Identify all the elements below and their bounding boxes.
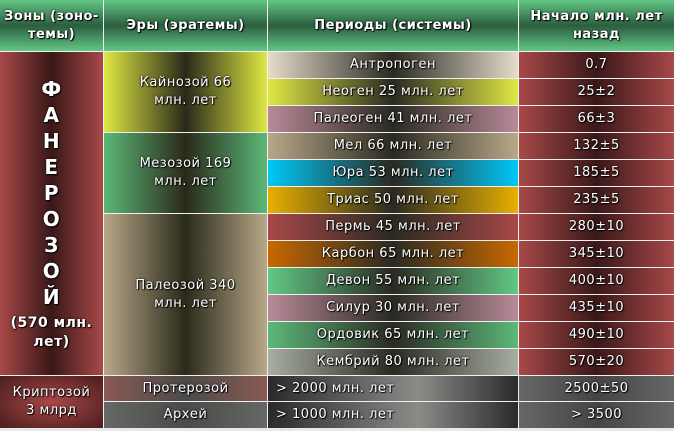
period-start-value: 235±5	[519, 187, 674, 213]
period-cell: Мел 66 млн. лет	[268, 133, 518, 159]
period-cell: Пермь 45 млн. лет	[268, 214, 518, 240]
zone-letter: Е	[44, 154, 59, 179]
era-cell: Палеозой 340 млн. лет	[104, 214, 267, 375]
header-periods: Периоды (системы)	[268, 0, 518, 51]
zone-letter: О	[42, 258, 61, 283]
period-cell: Триас 50 млн. лет	[268, 187, 518, 213]
period-start-value: 185±5	[519, 160, 674, 186]
period-start-value: 2500±50	[519, 376, 674, 401]
period-start-value: 66±3	[519, 106, 674, 132]
period-cell: Антропоген	[268, 52, 518, 78]
period-cell: Юра 53 млн. лет	[268, 160, 518, 186]
period-start-value: > 3500	[519, 402, 674, 428]
zone-letter: З	[44, 232, 59, 257]
zone-letter: Ф	[41, 76, 62, 101]
zone-cryptozoic: Криптозой 3 млрд	[0, 376, 103, 428]
header-start: Начало млн. лет назад	[519, 0, 674, 51]
era-cell: Кайнозой 66 млн. лет	[104, 52, 267, 132]
era-cell: Архей	[104, 402, 267, 428]
header-eras: Эры (эратемы)	[104, 0, 267, 51]
period-cell: > 1000 млн. лет	[268, 402, 518, 428]
period-start-value: 345±10	[519, 241, 674, 267]
period-start-value: 25±2	[519, 79, 674, 105]
period-cell: Неоген 25 млн. лет	[268, 79, 518, 105]
period-cell: Кембрий 80 млн. лет	[268, 349, 518, 375]
period-cell: Палеоген 41 млн. лет	[268, 106, 518, 132]
period-start-value: 0.7	[519, 52, 674, 78]
zone-phanerozoic: Ф А Н Е Р О З О Й (570 млн. лет)	[0, 52, 103, 375]
period-cell: Силур 30 млн. лет	[268, 295, 518, 321]
zone-letter: Р	[43, 180, 60, 205]
period-cell: Карбон 65 млн. лет	[268, 241, 518, 267]
period-start-value: 490±10	[519, 322, 674, 348]
period-start-value: 400±10	[519, 268, 674, 294]
zone-letter: А	[43, 102, 60, 127]
header-zones: Зоны (зоно-темы)	[0, 0, 103, 51]
period-cell: Девон 55 млн. лет	[268, 268, 518, 294]
era-cell: Мезозой 169 млн. лет	[104, 133, 267, 213]
zone-letter: Н	[42, 128, 61, 153]
period-start-value: 570±20	[519, 349, 674, 375]
period-cell: Ордовик 65 млн. лет	[268, 322, 518, 348]
zone-letter: Й	[42, 284, 61, 309]
zone-duration: (570 млн. лет)	[10, 314, 93, 350]
period-start-value: 132±5	[519, 133, 674, 159]
period-start-value: 435±10	[519, 295, 674, 321]
period-cell: > 2000 млн. лет	[268, 376, 518, 401]
period-start-value: 280±10	[519, 214, 674, 240]
era-cell: Протерозой	[104, 376, 267, 401]
zone-letter: О	[42, 206, 61, 231]
